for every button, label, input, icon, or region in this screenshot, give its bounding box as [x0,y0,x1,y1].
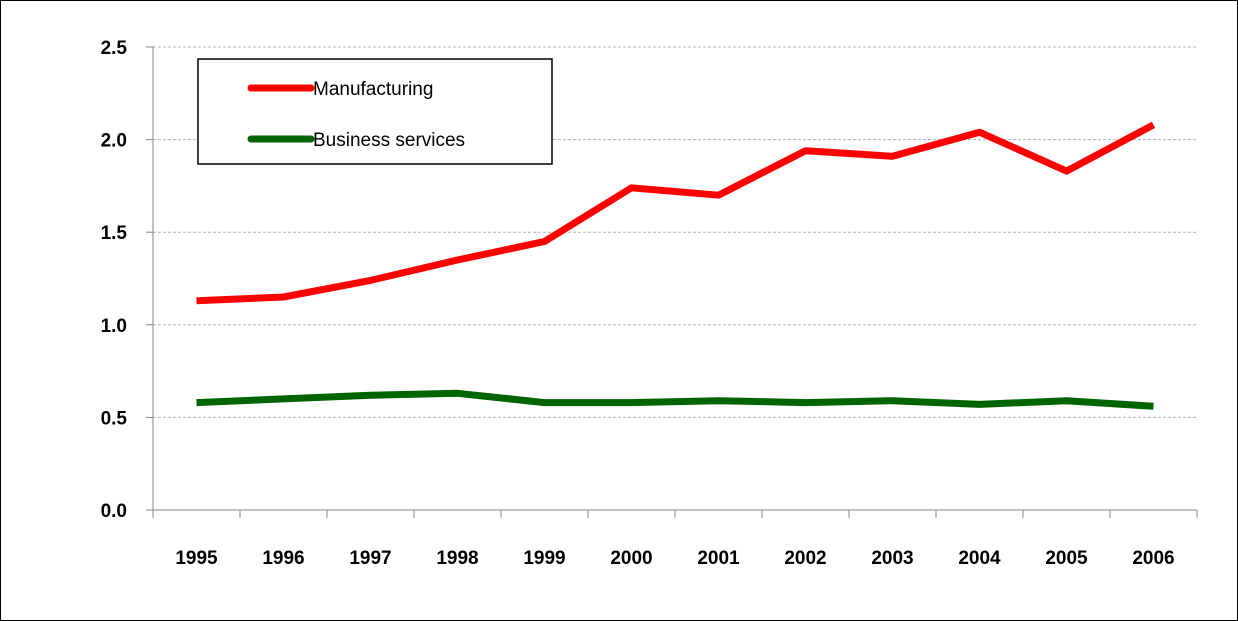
x-tick-label: 2005 [1045,548,1088,569]
x-axis-ticks: 1995 1996 1997 1998 1999 2000 2001 2002 2003 2004… [152,510,1198,569]
x-tick-label: 2004 [958,548,1001,569]
series-line-manufacturing [196,121,1156,305]
y-tick-label: 1.5 [101,223,128,244]
x-tick-label: 2002 [784,548,826,569]
y-tick-label: 0.0 [101,501,127,522]
x-tick-label: 1995 [175,548,218,569]
legend: Manufacturing Business services [197,58,553,165]
legend-box [197,58,553,165]
y-axis-ticks: 0.0 0.5 1.0 1.5 2.0 2.5 [101,38,153,522]
x-tick-label: 1997 [349,548,391,569]
y-tick-label: 1.0 [101,316,127,337]
y-tick-label: 0.5 [101,408,128,429]
y-tick-label: 2.5 [101,38,128,59]
x-tick-label: 2003 [871,548,913,569]
series-lines [196,121,1156,410]
x-tick-label: 1998 [436,548,478,569]
legend-label-business-services: Business services [313,130,465,151]
grid-lines [153,46,1197,418]
x-tick-label: 2001 [697,548,740,569]
legend-label-manufacturing: Manufacturing [313,79,433,100]
x-tick-label: 2000 [610,548,652,569]
y-tick-label: 2.0 [101,131,127,152]
x-tick-label: 1999 [523,548,565,569]
x-tick-label: 1996 [262,548,304,569]
x-tick-label: 2006 [1132,548,1174,569]
series-line-business-services [196,389,1154,410]
